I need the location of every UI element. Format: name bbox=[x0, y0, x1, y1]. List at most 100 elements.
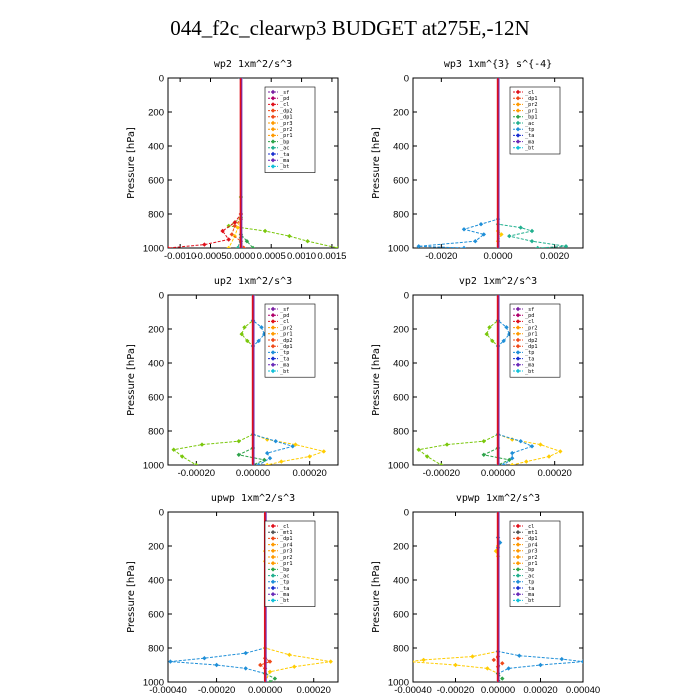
data-point bbox=[279, 459, 284, 464]
series-line-pr2 bbox=[413, 512, 499, 682]
chart-upwp: upwp 1xm^2/s^3 Pressure [hPa] 0 200 400 600 80… bbox=[126, 493, 339, 696]
legend-label: _bt bbox=[280, 369, 289, 375]
y-axis-label: Pressure [hPa] bbox=[126, 561, 137, 633]
legend-label: _ma bbox=[280, 592, 289, 598]
page-title: 044_f2c_clearwp3 BUDGET at275E,-12N bbox=[170, 16, 530, 40]
chart-vp2: vp2 1xm^2/s^3 Pressure [hPa] 0 200 400 600 800… bbox=[371, 276, 584, 479]
data-point bbox=[500, 661, 505, 666]
legend-label: _ma bbox=[280, 158, 289, 164]
data-point bbox=[470, 654, 475, 659]
legend-label: _dp1 bbox=[525, 536, 538, 542]
legend-label: _pr1 bbox=[280, 133, 293, 139]
data-point bbox=[421, 657, 426, 663]
legend-marker bbox=[270, 331, 276, 336]
legend-marker bbox=[270, 337, 276, 343]
data-point bbox=[504, 325, 509, 330]
y-tick-label: 1000 bbox=[143, 678, 164, 689]
legend-label: _pr3 bbox=[525, 549, 538, 555]
legend-marker bbox=[515, 102, 521, 107]
data-point bbox=[202, 242, 207, 247]
data-point bbox=[510, 450, 515, 456]
legend-marker bbox=[515, 561, 521, 566]
y-tick-label: 0 bbox=[404, 508, 409, 519]
x-tick-label: 0.00020 bbox=[537, 468, 571, 479]
series-line-ac bbox=[497, 78, 567, 248]
y-tick-label: 800 bbox=[148, 644, 164, 655]
data-point bbox=[250, 245, 256, 248]
x-tick-label: -0.00040 bbox=[394, 685, 432, 696]
data-point bbox=[501, 338, 506, 344]
legend-marker bbox=[515, 536, 521, 541]
legend-marker bbox=[270, 151, 276, 157]
series-line-pr1 bbox=[417, 295, 499, 465]
x-tick-label: 0.00020 bbox=[297, 685, 331, 696]
legend-marker bbox=[515, 530, 521, 535]
data-point bbox=[563, 244, 569, 248]
x-tick-label: 0.00000 bbox=[248, 685, 282, 696]
data-point bbox=[506, 666, 511, 671]
data-point bbox=[235, 225, 240, 230]
legend-label: _cl bbox=[525, 90, 534, 96]
y-tick-label: 1000 bbox=[143, 244, 164, 255]
plot-area bbox=[168, 78, 338, 248]
legend-label: _pr2 bbox=[280, 555, 293, 561]
x-tick-label: 0.0000 bbox=[483, 251, 512, 262]
data-point bbox=[485, 666, 490, 671]
y-tick-label: 600 bbox=[148, 176, 164, 187]
legend-marker bbox=[270, 368, 276, 374]
x-tick-label: -0.00020 bbox=[437, 685, 475, 696]
data-point bbox=[510, 437, 515, 442]
y-tick-label: 200 bbox=[148, 542, 164, 553]
legend-label: _dp1 bbox=[280, 115, 293, 121]
legend-label: _pr2 bbox=[525, 102, 538, 108]
data-point bbox=[529, 239, 535, 244]
legend-label: _bt bbox=[525, 598, 534, 604]
legend-label: _pr2 bbox=[280, 325, 293, 331]
y-tick-label: 200 bbox=[393, 325, 409, 336]
data-point bbox=[272, 676, 278, 681]
legend-marker bbox=[270, 120, 276, 126]
legend-marker bbox=[270, 158, 276, 163]
legend-label: _pr2 bbox=[525, 555, 538, 561]
legend-label: _dp1 bbox=[525, 344, 538, 350]
legend-marker bbox=[270, 344, 276, 349]
legend-label: _pd bbox=[525, 313, 534, 319]
legend-label: _ta bbox=[525, 586, 534, 592]
y-tick-label: 400 bbox=[393, 359, 409, 370]
x-tick-label: -0.00020 bbox=[198, 685, 236, 696]
legend-marker bbox=[515, 96, 521, 101]
y-tick-label: 0 bbox=[159, 291, 164, 302]
y-tick-label: 600 bbox=[393, 393, 409, 404]
legend-label: _tp bbox=[525, 127, 534, 133]
x-tick-label: -0.00020 bbox=[423, 468, 461, 479]
data-point bbox=[226, 237, 231, 242]
data-point bbox=[484, 331, 489, 337]
data-point bbox=[478, 222, 484, 227]
legend-label: _ac bbox=[525, 573, 534, 579]
y-tick-label: 200 bbox=[148, 325, 164, 336]
legend-label: _pr3 bbox=[280, 549, 293, 555]
data-point bbox=[490, 338, 495, 344]
legend-marker bbox=[270, 133, 276, 138]
y-tick-label: 0 bbox=[404, 74, 409, 85]
legend-marker bbox=[515, 331, 521, 336]
y-tick-label: 1000 bbox=[388, 244, 409, 255]
legend-marker bbox=[270, 139, 276, 144]
legend-label: _ta bbox=[280, 586, 289, 592]
y-axis-label: Pressure [hPa] bbox=[371, 344, 382, 416]
data-point bbox=[518, 439, 523, 444]
legend-label: _cl bbox=[525, 319, 534, 325]
y-tick-label: 800 bbox=[148, 427, 164, 438]
data-point bbox=[265, 437, 270, 442]
data-point bbox=[232, 223, 237, 229]
data-point bbox=[264, 462, 270, 465]
legend-label: _dp1 bbox=[280, 344, 293, 350]
y-tick-label: 0 bbox=[404, 291, 409, 302]
data-point bbox=[273, 439, 278, 444]
legend-label: _ma bbox=[280, 363, 289, 369]
plot-frame bbox=[167, 511, 339, 683]
series-line-cl bbox=[168, 78, 242, 248]
legend-marker bbox=[270, 530, 276, 535]
data-point bbox=[262, 228, 268, 234]
data-point bbox=[239, 331, 244, 337]
